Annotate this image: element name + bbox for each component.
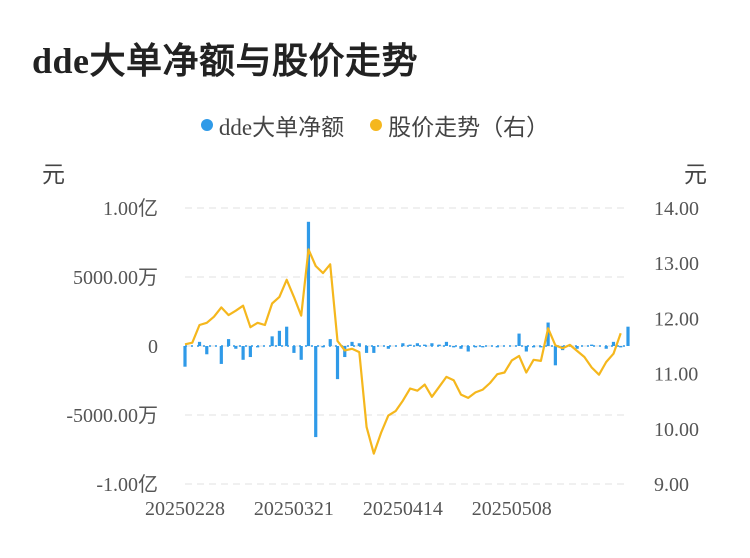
dde-bar[interactable]	[575, 346, 579, 349]
dde-bar[interactable]	[437, 344, 441, 346]
dde-bar[interactable]	[553, 346, 557, 366]
dde-bar[interactable]	[423, 344, 427, 346]
dde-bar[interactable]	[183, 346, 187, 367]
legend-label-price: 股价走势（右）	[388, 115, 550, 140]
left-tick-label: 0	[148, 336, 158, 358]
right-tick-label: 10.00	[654, 419, 699, 441]
dde-bar[interactable]	[285, 326, 289, 346]
right-tick-label: 11.00	[654, 364, 698, 386]
dde-bar[interactable]	[452, 346, 456, 348]
x-tick-label: 20250321	[254, 498, 334, 520]
dde-bar[interactable]	[604, 346, 608, 349]
right-tick-label: 9.00	[654, 474, 689, 496]
legend-marker-price	[370, 119, 383, 131]
dde-bar[interactable]	[611, 341, 616, 346]
dde-bar[interactable]	[401, 343, 405, 346]
dde-bar[interactable]	[473, 346, 478, 348]
dde-bar[interactable]	[270, 336, 274, 346]
dde-bar[interactable]	[219, 346, 223, 364]
left-axis-unit: 元	[42, 162, 65, 187]
dde-bar[interactable]	[459, 346, 463, 349]
price-line[interactable]	[184, 248, 622, 455]
dde-bar[interactable]	[328, 339, 332, 346]
left-tick-label: 5000.00万	[73, 267, 158, 289]
dde-bar[interactable]	[321, 346, 325, 348]
dde-bar[interactable]	[248, 346, 252, 358]
dde-bar[interactable]	[517, 333, 521, 346]
legend: dde大单净额 股价走势（右）	[0, 108, 750, 142]
x-tick-label: 20250414	[363, 498, 443, 520]
left-tick-label: 1.00亿	[103, 197, 158, 220]
legend-marker-dde	[200, 119, 213, 131]
dde-bar[interactable]	[343, 346, 347, 358]
dde-bar[interactable]	[415, 343, 419, 346]
dde-bar[interactable]	[292, 346, 296, 353]
left-tick-label: -5000.00万	[66, 405, 158, 427]
dde-bar[interactable]	[372, 346, 376, 353]
dde-bar[interactable]	[364, 346, 369, 353]
dde-bar[interactable]	[306, 221, 311, 346]
dde-bar[interactable]	[619, 346, 623, 348]
gridlines	[185, 207, 628, 485]
dde-bar[interactable]	[590, 344, 594, 346]
dde-bar[interactable]	[241, 346, 245, 360]
dde-bar[interactable]	[226, 339, 231, 346]
x-tick-label: 20250228	[145, 498, 225, 520]
dde-bar[interactable]	[524, 346, 528, 352]
dde-bar[interactable]	[481, 346, 485, 348]
dde-bar[interactable]	[197, 341, 202, 346]
dde-bar[interactable]	[546, 322, 550, 346]
right-axis-unit: 元	[684, 162, 707, 187]
dde-bar[interactable]	[335, 346, 340, 380]
dde-bar[interactable]	[386, 346, 390, 349]
dde-bar[interactable]	[357, 343, 361, 346]
dde-bar[interactable]	[234, 346, 238, 349]
right-tick-label: 12.00	[654, 308, 699, 330]
dde-bar[interactable]	[626, 326, 630, 346]
left-tick-label: -1.00亿	[96, 473, 158, 496]
x-tick-label: 20250508	[472, 498, 552, 520]
right-tick-label: 13.00	[654, 253, 699, 275]
legend-item-dde[interactable]: dde大单净额	[200, 108, 345, 142]
axis-tick-labels: 1.00亿 5000.00万 0 -5000.00万 -1.00亿 14.00 13.00 1…	[66, 197, 699, 520]
right-tick-label: 14.00	[654, 198, 699, 220]
legend-label-dde: dde大单净额	[218, 115, 345, 140]
dde-bar[interactable]	[314, 346, 318, 438]
dde-bar[interactable]	[299, 346, 303, 360]
dde-bar[interactable]	[277, 330, 282, 346]
chart-title: dde大单净额与股价走势	[32, 41, 419, 81]
dde-bar[interactable]	[444, 341, 449, 346]
legend-item-price[interactable]: 股价走势（右）	[370, 108, 549, 142]
dde-bar[interactable]	[466, 346, 470, 352]
bar-series-dde	[183, 221, 630, 438]
dde-bar[interactable]	[350, 341, 354, 346]
dde-bar[interactable]	[430, 343, 434, 346]
dde-bar[interactable]	[408, 344, 412, 346]
line-series-price	[184, 248, 622, 455]
dde-bar[interactable]	[205, 346, 209, 355]
